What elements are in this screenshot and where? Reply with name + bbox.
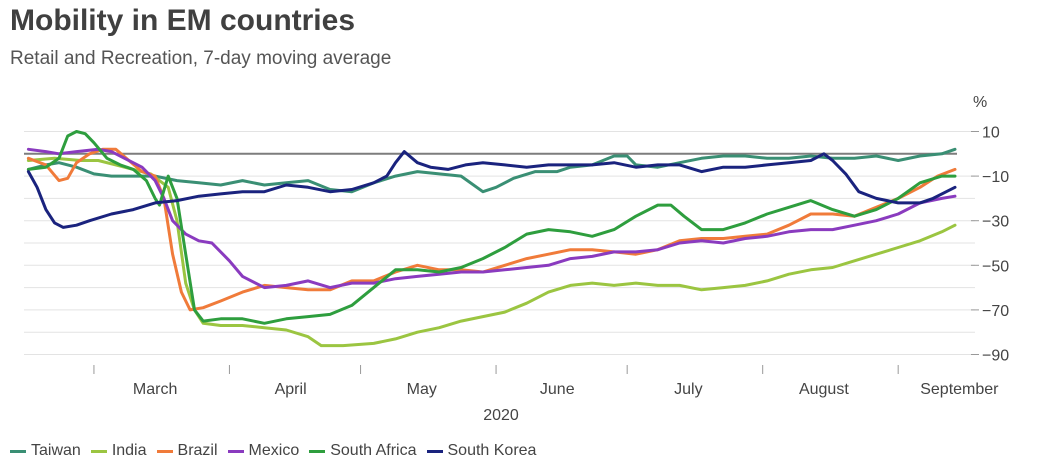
chart-subtitle: Retail and Recreation, 7-day moving aver… — [10, 48, 392, 69]
legend-label: Taiwan — [31, 442, 81, 459]
series-line-south-africa — [26, 130, 957, 325]
legend-swatch — [10, 449, 26, 453]
y-tick-label: −10 — [982, 169, 1009, 186]
legend-item: South Korea — [426, 442, 537, 460]
y-tick-label: −90 — [982, 348, 1009, 365]
legend-swatch — [227, 449, 244, 453]
y-tick-label: −30 — [982, 214, 1009, 231]
legend-swatch — [309, 449, 326, 453]
legend-item: India — [90, 442, 147, 460]
x-tick-label: September — [920, 381, 999, 398]
legend: Taiwan India Brazil Mexico South Africa South… — [10, 442, 546, 460]
y-tick-label: −70 — [982, 303, 1009, 320]
x-tick-label: May — [407, 381, 437, 398]
x-axis — [93, 131, 979, 374]
x-tick-label: March — [133, 381, 177, 398]
x-tick-label: June — [540, 381, 575, 398]
line-chart: 10 −10 −30 −50 −70 −90% March April May June July A… — [24, 94, 1009, 424]
legend-item: South Africa — [309, 442, 417, 460]
series-line-south-korea — [26, 150, 957, 229]
series-line-india — [26, 156, 957, 348]
gridlines — [24, 131, 975, 355]
series-lines — [26, 130, 957, 348]
legend-label: South Africa — [330, 442, 417, 459]
legend-label: Mexico — [248, 442, 300, 459]
legend-swatch — [156, 449, 173, 453]
legend-item: Taiwan — [10, 442, 81, 460]
axis-labels: 10 −10 −30 −50 −70 −90% March April May June July A… — [133, 94, 1009, 424]
legend-label: India — [111, 442, 147, 459]
legend-label: Brazil — [177, 442, 218, 459]
x-tick-label: April — [275, 381, 307, 398]
y-tick-label: −50 — [982, 258, 1009, 275]
x-tick-label: July — [674, 381, 702, 398]
legend-item: Brazil — [156, 442, 218, 460]
legend-item: Mexico — [227, 442, 300, 460]
legend-label: South Korea — [447, 442, 537, 459]
x-tick-label: August — [799, 381, 849, 398]
y-unit-label: % — [973, 94, 987, 111]
series-line-mexico — [26, 147, 957, 290]
legend-swatch — [90, 449, 107, 453]
legend-swatch — [426, 449, 443, 453]
y-tick-label: 10 — [982, 125, 1000, 142]
x-axis-title: 2020 — [483, 407, 519, 424]
chart-title: Mobility in EM countries — [10, 4, 356, 37]
